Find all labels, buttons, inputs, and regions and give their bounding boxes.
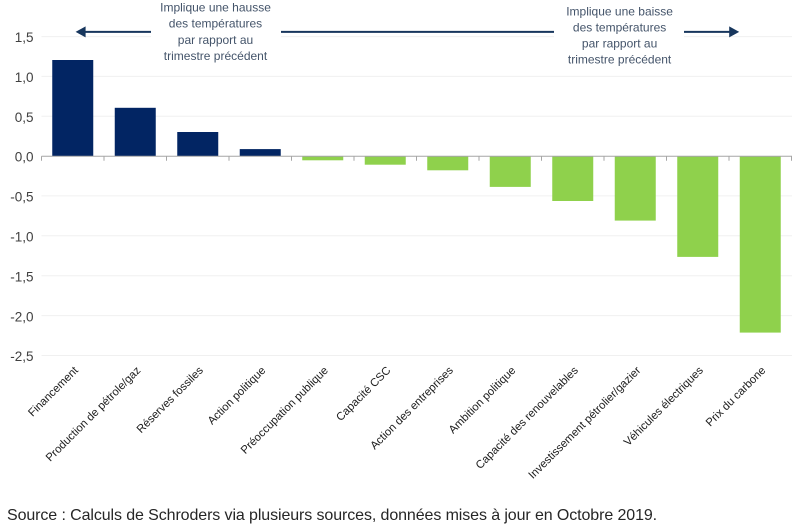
svg-text:trimestre précédent: trimestre précédent (164, 49, 268, 63)
svg-text:-1,0: -1,0 (10, 230, 33, 245)
svg-text:-2,0: -2,0 (10, 309, 33, 324)
svg-text:-2,5: -2,5 (10, 349, 33, 364)
svg-text:par rapport au: par rapport au (178, 33, 253, 47)
svg-text:trimestre précédent: trimestre précédent (568, 53, 672, 67)
svg-text:Action politique: Action politique (206, 365, 269, 428)
svg-text:Capacité des renouvelables: Capacité des renouvelables (474, 364, 581, 471)
svg-text:Investissement pétrolier/gazie: Investissement pétrolier/gazier (527, 364, 644, 481)
svg-text:-1,5: -1,5 (10, 269, 33, 284)
svg-text:0,0: 0,0 (15, 150, 34, 165)
svg-text:0,5: 0,5 (15, 110, 34, 125)
svg-text:Réserves fossiles: Réserves fossiles (135, 364, 206, 435)
svg-text:par rapport au: par rapport au (582, 37, 657, 51)
svg-text:1,5: 1,5 (15, 30, 34, 45)
svg-text:Implique une hausse: Implique une hausse (160, 1, 271, 15)
svg-text:Capacité CSC: Capacité CSC (334, 365, 393, 424)
svg-text:des températures: des températures (573, 21, 666, 35)
svg-text:Ambition politique: Ambition politique (447, 365, 519, 437)
svg-text:Financement: Financement (26, 364, 81, 419)
svg-text:-0,5: -0,5 (10, 190, 33, 205)
svg-text:Prix du carbone: Prix du carbone (704, 365, 768, 429)
svg-text:1,0: 1,0 (15, 70, 34, 85)
svg-text:Implique une baisse: Implique une baisse (566, 5, 673, 19)
svg-text:des températures: des températures (169, 17, 262, 31)
svg-text:Source : Calculs de Schroders: Source : Calculs de Schroders via plusie… (7, 507, 657, 524)
